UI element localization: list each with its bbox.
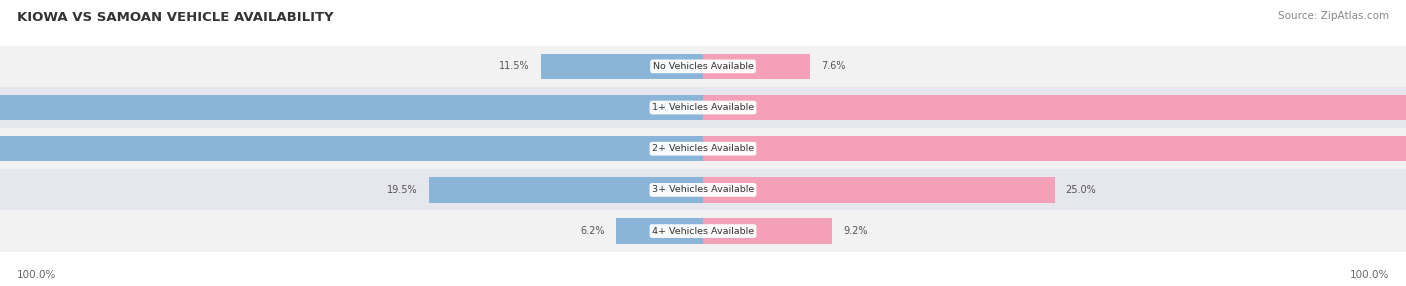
Bar — [429, 177, 703, 203]
Text: 25.0%: 25.0% — [1066, 185, 1097, 195]
Bar — [703, 136, 1406, 162]
Bar — [0, 169, 1406, 210]
Text: 19.5%: 19.5% — [387, 185, 418, 195]
Text: 2+ Vehicles Available: 2+ Vehicles Available — [652, 144, 754, 153]
Text: 7.6%: 7.6% — [821, 61, 845, 71]
Bar — [0, 136, 703, 162]
Text: 4+ Vehicles Available: 4+ Vehicles Available — [652, 227, 754, 236]
Bar — [703, 95, 1406, 120]
Text: 100.0%: 100.0% — [1350, 270, 1389, 279]
Text: Source: ZipAtlas.com: Source: ZipAtlas.com — [1278, 11, 1389, 21]
Text: 6.2%: 6.2% — [581, 226, 605, 236]
Text: 1+ Vehicles Available: 1+ Vehicles Available — [652, 103, 754, 112]
Text: 100.0%: 100.0% — [17, 270, 56, 279]
Bar — [703, 53, 810, 79]
Bar — [616, 218, 703, 244]
Text: 3+ Vehicles Available: 3+ Vehicles Available — [652, 185, 754, 194]
Bar — [0, 128, 1406, 169]
Bar — [0, 87, 1406, 128]
Text: No Vehicles Available: No Vehicles Available — [652, 62, 754, 71]
Text: KIOWA VS SAMOAN VEHICLE AVAILABILITY: KIOWA VS SAMOAN VEHICLE AVAILABILITY — [17, 11, 333, 24]
Bar — [0, 46, 1406, 87]
Bar — [0, 95, 703, 120]
Bar — [703, 218, 832, 244]
Bar — [703, 177, 1054, 203]
Text: 9.2%: 9.2% — [844, 226, 868, 236]
Text: 11.5%: 11.5% — [499, 61, 530, 71]
Bar — [0, 210, 1406, 252]
Bar — [541, 53, 703, 79]
